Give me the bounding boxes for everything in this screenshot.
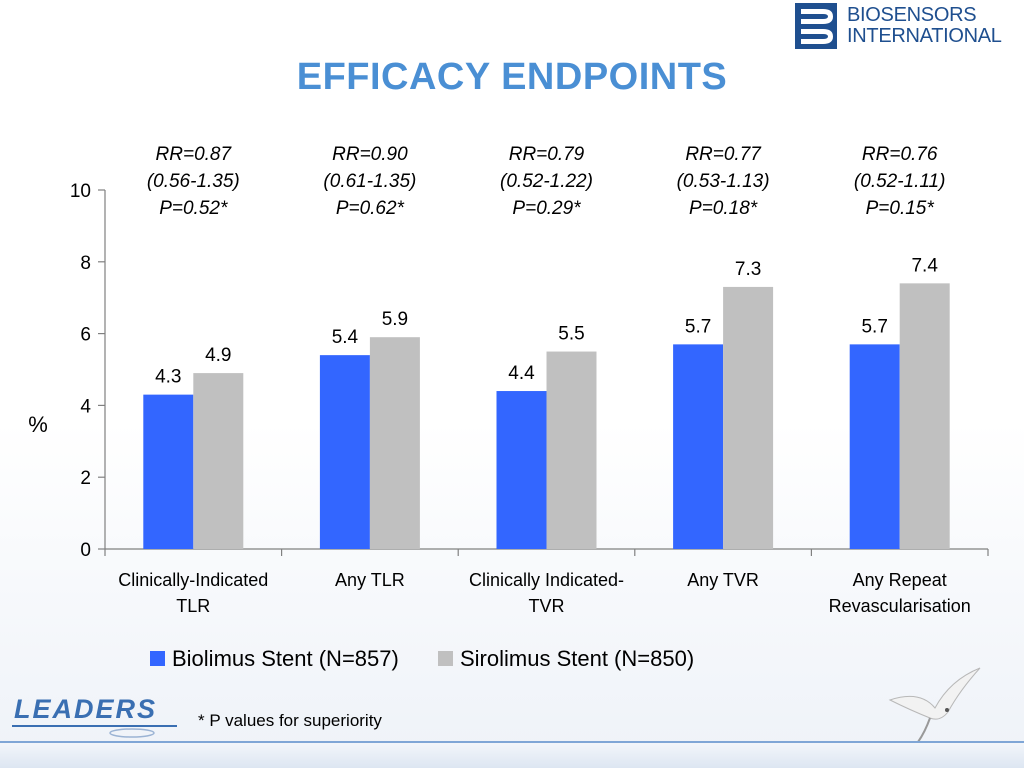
bar-biolimus: [319, 355, 370, 549]
efficacy-bar-chart: 0 2 4 6 8 10% Clinically-Indicated TLR RR=0.87 (0…: [28, 144, 989, 671]
x-category-label: Clinically Indicated-: [469, 570, 624, 590]
data-label: 5.7: [861, 316, 887, 337]
rr-annotation: (0.52-1.11): [854, 171, 946, 192]
seagull-icon: [888, 667, 981, 743]
leaders-trial-logo: LEADERS: [12, 694, 192, 740]
legend-swatch-biolimus: [150, 651, 165, 666]
bar-biolimus: [143, 394, 194, 549]
biosensors-b-icon: [795, 3, 837, 49]
rr-annotation: P=0.52*: [159, 198, 228, 219]
data-label: 4.3: [155, 367, 181, 388]
footer-divider: [0, 741, 1024, 743]
data-label: 5.7: [685, 316, 711, 337]
rr-annotation: (0.61-1.35): [323, 171, 416, 192]
y-axis-label: %: [28, 412, 48, 437]
legend-swatch-sirolimus: [438, 651, 453, 666]
rr-annotation: P=0.15*: [866, 198, 935, 219]
data-label: 5.5: [558, 324, 584, 345]
bar-sirolimus: [899, 283, 950, 549]
x-category-label: Clinically-Indicated: [118, 570, 268, 590]
rr-annotation: P=0.18*: [689, 198, 758, 219]
company-name-line2: INTERNATIONAL: [847, 25, 1002, 47]
rr-annotation: RR=0.76: [862, 144, 938, 165]
data-label: 7.3: [735, 259, 761, 280]
y-tick-label: 10: [70, 181, 91, 202]
data-label: 7.4: [911, 255, 938, 276]
company-name: BIOSENSORS INTERNATIONAL: [847, 5, 1002, 47]
data-label: 5.4: [332, 327, 359, 348]
y-tick-label: 2: [80, 468, 91, 489]
leaders-underline-icon: [12, 725, 177, 738]
slide-title: EFFICACY ENDPOINTS: [296, 56, 728, 98]
leaders-logo-text: LEADERS: [14, 694, 158, 724]
data-label: 4.9: [205, 345, 231, 366]
rr-annotation: RR=0.87: [156, 144, 233, 165]
x-category-label: Any Repeat: [853, 570, 947, 590]
x-category-label: TVR: [529, 596, 565, 616]
bar-biolimus: [849, 344, 900, 549]
bar-biolimus: [673, 344, 724, 549]
data-label: 4.4: [508, 363, 535, 384]
rr-annotation: (0.56-1.35): [147, 171, 240, 192]
x-category-label: Any TVR: [687, 570, 759, 590]
biosensors-logo: BIOSENSORS INTERNATIONAL: [795, 3, 1020, 51]
y-tick-label: 4: [80, 396, 91, 417]
rr-annotation: RR=0.79: [509, 144, 585, 165]
rr-annotation: RR=0.90: [332, 144, 408, 165]
legend-label: Sirolimus Stent (N=850): [460, 646, 694, 671]
x-category-label: TLR: [176, 596, 210, 616]
footnote: * P values for superiority: [198, 711, 382, 730]
bar-biolimus: [496, 391, 547, 549]
y-tick-label: 6: [80, 325, 91, 346]
y-tick-label: 8: [80, 253, 91, 274]
company-name-line1: BIOSENSORS: [847, 4, 977, 26]
bar-sirolimus: [369, 337, 420, 549]
data-label: 5.9: [382, 309, 408, 330]
rr-annotation: (0.53-1.13): [677, 171, 770, 192]
bar-sirolimus: [193, 373, 244, 549]
bar-sirolimus: [546, 351, 597, 549]
rr-annotation: RR=0.77: [685, 144, 762, 165]
rr-annotation: P=0.62*: [336, 198, 405, 219]
legend-label: Biolimus Stent (N=857): [172, 646, 399, 671]
footer-band: [0, 741, 1024, 768]
rr-annotation: (0.52-1.22): [500, 171, 593, 192]
x-category-label: Any TLR: [335, 570, 405, 590]
rr-annotation: P=0.29*: [512, 198, 581, 219]
bar-sirolimus: [723, 286, 774, 549]
x-category-label: Revascularisation: [829, 596, 971, 616]
y-tick-label: 0: [80, 540, 91, 561]
